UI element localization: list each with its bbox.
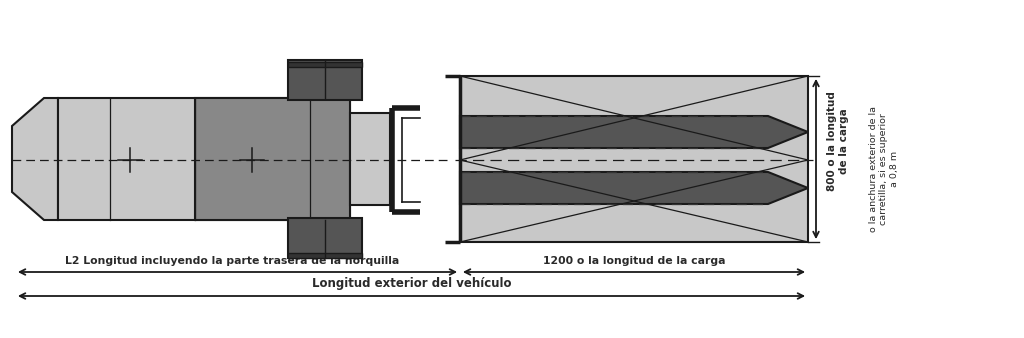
Bar: [288, 60, 362, 100]
Text: 1200 o la longitud de la carga: 1200 o la longitud de la carga: [543, 256, 725, 266]
Text: L2 Longitud incluyendo la parte trasera de la horquilla: L2 Longitud incluyendo la parte trasera …: [66, 256, 399, 266]
Bar: [460, 76, 808, 242]
Bar: [350, 113, 390, 205]
Bar: [288, 253, 362, 258]
Bar: [195, 98, 350, 220]
Bar: [58, 98, 350, 220]
Polygon shape: [12, 98, 58, 220]
Text: o la anchura exterior de la
carretilla, si es superior
a 0,8 m: o la anchura exterior de la carretilla, …: [869, 106, 899, 232]
Text: 800 o la longitud
de la carga: 800 o la longitud de la carga: [827, 91, 849, 191]
Text: Longitud exterior del vehículo: Longitud exterior del vehículo: [311, 277, 511, 290]
Polygon shape: [460, 116, 808, 148]
Polygon shape: [460, 172, 808, 204]
Bar: [288, 62, 362, 67]
Bar: [288, 218, 362, 258]
